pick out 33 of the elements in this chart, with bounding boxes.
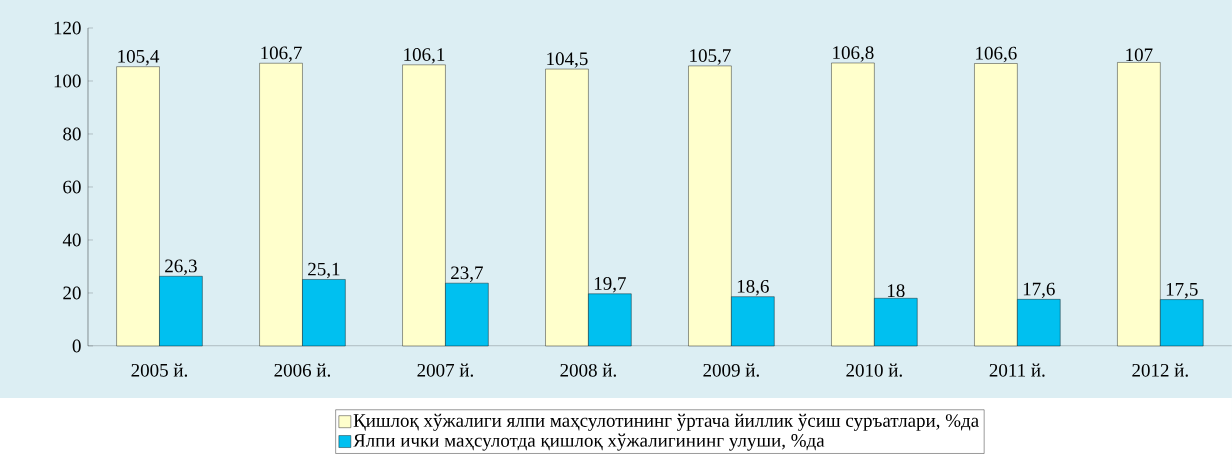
data-label: 106,1 [404, 48, 445, 64]
y-tick-label: 120 [54, 21, 81, 35]
data-label: 106,8 [833, 46, 874, 62]
x-tick-label: 2007 й. [417, 363, 473, 377]
y-tick-label: 80 [63, 127, 81, 141]
y-tick-label: 0 [72, 339, 81, 353]
data-label: 26,3 [165, 259, 197, 276]
data-label: 106,7 [261, 46, 302, 63]
data-label: 105,7 [690, 49, 731, 65]
data-label: 19,7 [594, 277, 626, 293]
data-label: 18 [887, 284, 905, 298]
data-label: 17,5 [1166, 282, 1198, 299]
y-tick-label: 60 [63, 180, 81, 194]
data-label: 107 [1126, 48, 1153, 62]
data-label: 18,6 [737, 279, 769, 296]
x-tick-label: 2009 й. [703, 363, 759, 377]
x-tick-label: 2006 й. [274, 363, 331, 377]
data-label: 105,4 [118, 49, 160, 66]
legend-label: Қишлоқ хўжалиги ялпи маҳсулотининг ўртача йиллик ўсиш суръатлари, %да [353, 413, 979, 431]
x-tick-label: 2005 й. [131, 363, 188, 377]
legend-label: Ялпи ички маҳсулотда қишлоқ хўжалигининг улуши, %да [353, 433, 825, 451]
data-label: 17,6 [1023, 282, 1055, 299]
x-tick-label: 2011 й. [989, 363, 1045, 377]
x-tick-label: 2012 й. [1132, 363, 1188, 377]
data-label: 106,6 [976, 46, 1017, 63]
y-tick-label: 100 [54, 74, 81, 88]
y-tick-label: 40 [62, 233, 81, 247]
x-tick-label: 2010 й. [846, 363, 902, 377]
x-tick-label: 2008 й. [560, 363, 616, 377]
data-label: 104,5 [547, 52, 588, 68]
y-tick-label: 20 [63, 286, 81, 300]
data-label: 23,7 [451, 266, 483, 282]
data-label: 25,1 [308, 262, 340, 279]
